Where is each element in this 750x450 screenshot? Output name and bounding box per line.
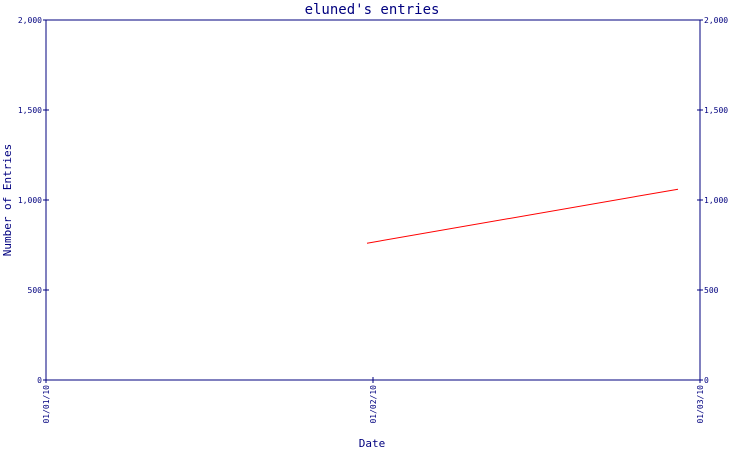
y-axis-title: Number of Entries: [1, 144, 14, 257]
y-tick-label-right: 1,500: [704, 106, 728, 115]
y-tick-label-left: 1,500: [18, 106, 42, 115]
y-axis-left: 0 500 1,000 1,500 2,000: [18, 16, 49, 385]
x-axis-title: Date: [359, 437, 386, 450]
x-tick-label: 01/03/10: [696, 385, 705, 424]
y-tick-label-right: 2,000: [704, 16, 728, 25]
series-line: [366, 188, 679, 244]
x-tick-label: 01/01/10: [42, 385, 51, 424]
y-tick-label-right: 0: [704, 376, 709, 385]
series-layer: [366, 188, 679, 244]
y-tick-label-right: 1,000: [704, 196, 728, 205]
y-tick-label-right: 500: [704, 286, 719, 295]
x-axis: 01/01/10 01/02/10 01/03/10: [42, 377, 705, 424]
plot-frame: [45, 19, 701, 381]
y-tick-label-left: 1,000: [18, 196, 42, 205]
y-tick-label-left: 500: [28, 286, 43, 295]
y-tick-label-left: 2,000: [18, 16, 42, 25]
y-tick-label-left: 0: [37, 376, 42, 385]
chart-title: eluned's entries: [305, 2, 440, 18]
x-tick-label: 01/02/10: [369, 385, 378, 424]
y-axis-right: 0 500 1,000 1,500 2,000: [697, 16, 728, 385]
